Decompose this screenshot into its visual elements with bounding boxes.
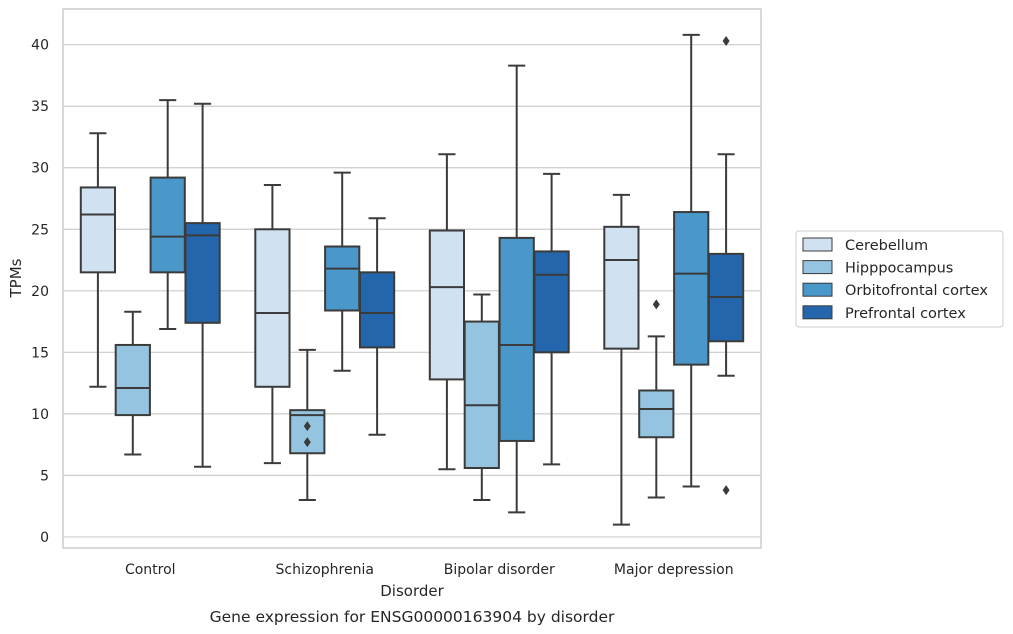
- legend-swatch: [802, 237, 833, 252]
- y-axis-label: TPMs: [7, 258, 25, 298]
- y-tick-label: 20: [31, 284, 49, 300]
- legend-swatch: [802, 305, 833, 320]
- legend-frame: [795, 230, 1004, 328]
- x-axis-label: Disorder: [380, 582, 444, 600]
- y-tick-label: 10: [31, 407, 49, 423]
- box-group: [289, 348, 326, 502]
- legend-label: Prefrontal cortex: [845, 306, 966, 322]
- box-iqr: [358, 271, 396, 349]
- box-iqr: [289, 409, 326, 455]
- x-tick-labels: Control Schizophrenia Bipolar disorder Majo…: [125, 562, 734, 578]
- box-group: [707, 35, 745, 496]
- box-iqr: [673, 211, 710, 366]
- legend-items: Cerebellum Hipppocampus Orbitofrontal cort…: [802, 237, 988, 322]
- box-iqr: [149, 176, 186, 274]
- box-group: [79, 132, 117, 388]
- y-tick-labels: 0 5 10 15 20 25 30 35 40: [31, 38, 49, 546]
- outlier-point: [303, 421, 311, 432]
- legend: Cerebellum Hipppocampus Orbitofrontal cort…: [795, 230, 1004, 328]
- box-group: [498, 64, 535, 514]
- legend-label: Cerebellum: [845, 238, 928, 254]
- box-group: [324, 171, 361, 372]
- box-iqr: [498, 236, 535, 442]
- box-iqr: [428, 229, 466, 381]
- box-iqr: [79, 186, 117, 274]
- box-group: [114, 310, 151, 456]
- box-iqr: [463, 320, 500, 470]
- plot-area-frame: [62, 8, 762, 549]
- box-iqr: [324, 245, 361, 312]
- y-tick-label: 25: [31, 222, 49, 238]
- chart-title: Gene expression for ENSG00000163904 by d…: [210, 608, 615, 626]
- box-group: [673, 33, 710, 488]
- outlier-point: [652, 299, 660, 310]
- legend-swatch: [802, 260, 833, 275]
- outlier-point: [303, 437, 311, 448]
- legend-swatch: [802, 282, 833, 297]
- box-group: [533, 172, 570, 466]
- box-group: [254, 183, 291, 465]
- box-iqr: [184, 222, 221, 324]
- box-group: [358, 217, 396, 436]
- y-tick-label: 5: [40, 468, 49, 484]
- box-iqr: [533, 250, 570, 354]
- box-group: [149, 99, 186, 330]
- box-group: [603, 193, 640, 526]
- y-tick-label: 35: [31, 99, 49, 115]
- box-group: [463, 293, 500, 502]
- x-tick-label: Major depression: [614, 562, 734, 578]
- box-group: [428, 153, 466, 471]
- x-tick-label: Control: [125, 562, 176, 578]
- x-tick-label: Bipolar disorder: [444, 562, 555, 578]
- x-tick-label: Schizophrenia: [276, 562, 374, 578]
- legend-label: Orbitofrontal cortex: [845, 283, 988, 299]
- box-iqr: [603, 225, 640, 350]
- box-group: [184, 102, 221, 468]
- box-iqr: [638, 389, 675, 439]
- outlier-point: [722, 485, 730, 496]
- y-tick-label: 15: [31, 345, 49, 361]
- box-iqr: [254, 228, 291, 388]
- y-tick-label: 30: [31, 161, 49, 177]
- box-iqr: [114, 343, 151, 417]
- box-group: [638, 299, 675, 499]
- y-tick-label: 0: [40, 530, 49, 546]
- legend-label: Hipppocampus: [845, 261, 953, 277]
- outlier-point: [722, 35, 730, 46]
- y-tick-label: 40: [31, 38, 49, 54]
- boxes: [79, 33, 745, 526]
